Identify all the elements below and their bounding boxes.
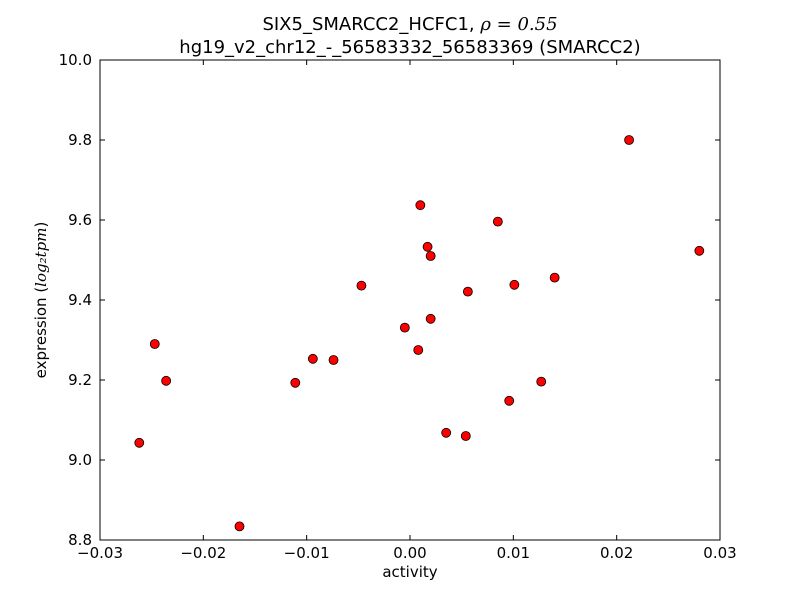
data-point-3 <box>161 375 172 386</box>
data-point-24 <box>694 245 705 256</box>
x-tick-label: −0.01 <box>284 544 330 562</box>
data-point-23 <box>624 135 634 145</box>
data-point-15 <box>441 427 452 438</box>
data-point-20 <box>509 279 520 290</box>
y-tick-label: 9.4 <box>68 291 92 309</box>
data-point-16 <box>460 431 471 441</box>
data-point-9 <box>399 322 410 333</box>
y-axis-ticks: 8.8 9.0 9.2 9.4 9.6 9.8 10.0 <box>59 51 720 549</box>
data-point-19 <box>504 395 515 406</box>
chart-title-rho: ρ = 0.55 <box>479 14 557 35</box>
data-point-21 <box>536 376 547 387</box>
data-point-8 <box>356 280 367 291</box>
x-axis-label: activity <box>382 563 437 581</box>
x-tick-label: 0.02 <box>600 544 633 562</box>
y-axis-label-prefix: expression ( <box>32 287 50 379</box>
chart-title-line-2: hg19_v2_chr12_-_56583332_56583369 (SMARC… <box>179 37 640 58</box>
data-point-18 <box>492 216 503 227</box>
data-points <box>134 135 705 532</box>
y-axis-label-suffix: ) <box>32 222 50 228</box>
y-tick-label: 9.0 <box>68 451 92 469</box>
x-axis-ticks: −0.03 −0.02 −0.01 0.00 0.01 0.02 0.03 <box>77 60 737 562</box>
data-point-14 <box>425 313 436 324</box>
x-tick-label: 0.00 <box>393 544 426 562</box>
y-axis-label-math: log₂tpm <box>32 228 50 287</box>
data-point-13 <box>425 251 436 261</box>
data-point-4 <box>234 521 245 532</box>
data-point-22 <box>549 272 560 283</box>
y-tick-label: 9.6 <box>68 211 92 229</box>
x-tick-label: 0.01 <box>497 544 530 562</box>
chart-title-prefix: SIX5_SMARCC2_HCFC1, <box>262 14 480 35</box>
data-point-6 <box>307 353 318 364</box>
chart-title-line-1: SIX5_SMARCC2_HCFC1, ρ = 0.55 <box>262 14 557 35</box>
x-tick-label: −0.03 <box>77 544 123 562</box>
data-point-1 <box>134 437 145 448</box>
data-point-11 <box>415 200 426 211</box>
x-tick-label: −0.02 <box>180 544 226 562</box>
x-tick-label: 0.03 <box>703 544 736 562</box>
data-point-10 <box>413 345 424 355</box>
y-axis-label: expression (log₂tpm) <box>32 222 50 379</box>
data-point-12 <box>422 241 433 252</box>
y-tick-label: 9.2 <box>68 371 92 389</box>
y-tick-label: 10.0 <box>59 51 92 69</box>
plot-area-frame <box>99 59 721 541</box>
data-point-17 <box>462 286 473 297</box>
y-tick-label: 8.8 <box>68 531 92 549</box>
data-point-2 <box>149 339 160 349</box>
data-point-5 <box>290 377 301 388</box>
data-point-7 <box>328 355 339 365</box>
y-tick-label: 9.8 <box>68 131 92 149</box>
